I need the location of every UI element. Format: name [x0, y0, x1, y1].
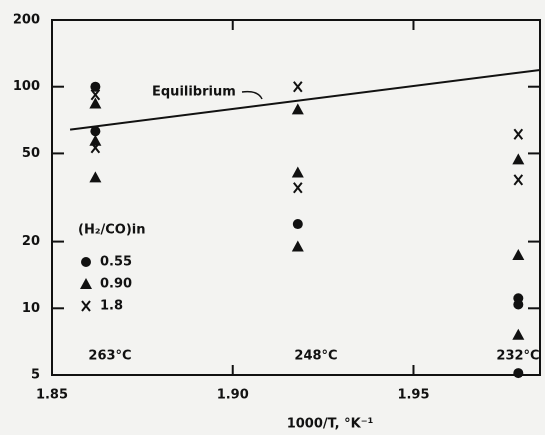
line-label: Equilibrium: [152, 85, 236, 100]
equilibrium-line: [70, 70, 540, 130]
legend-title: (H₂/CO)in: [78, 223, 146, 238]
chart: 1000/T, °K⁻¹ (H₂/CO)in 5 10 20 50 100 200 1.85…: [0, 0, 545, 435]
temperature-label: 248°C: [294, 349, 337, 364]
point: [294, 82, 302, 92]
legend-label: 1.8: [100, 299, 123, 314]
legend-marker: [80, 278, 92, 289]
y-tick-label: 5: [31, 368, 40, 383]
legend-marker: [81, 257, 91, 267]
legend-marker: [82, 301, 90, 311]
temperature-label: 232°C: [496, 349, 539, 364]
point: [292, 167, 304, 178]
x-axis-label: 1000/T, °K⁻¹: [287, 417, 374, 432]
x-tick-label: 1.85: [36, 388, 68, 403]
point: [294, 183, 302, 193]
point: [89, 171, 101, 182]
point: [512, 249, 524, 260]
line-label-leader: [242, 92, 262, 99]
legend-label: 0.90: [100, 277, 132, 292]
point: [513, 300, 523, 310]
temperature-label: 263°C: [88, 349, 131, 364]
point: [514, 129, 522, 139]
legend-label: 0.55: [100, 255, 132, 270]
y-tick-label: 20: [22, 234, 40, 249]
y-tick-label: 200: [13, 13, 40, 28]
point: [512, 329, 524, 340]
x-tick-label: 1.90: [217, 388, 249, 403]
point: [292, 103, 304, 114]
y-tick-label: 100: [13, 79, 40, 94]
point: [513, 368, 523, 378]
plot-frame: [52, 20, 540, 375]
point: [512, 153, 524, 164]
point: [514, 175, 522, 185]
y-tick-label: 50: [22, 146, 40, 161]
x-tick-label: 1.95: [397, 388, 429, 403]
point: [292, 241, 304, 252]
y-tick-label: 10: [22, 301, 40, 316]
point: [293, 219, 303, 229]
